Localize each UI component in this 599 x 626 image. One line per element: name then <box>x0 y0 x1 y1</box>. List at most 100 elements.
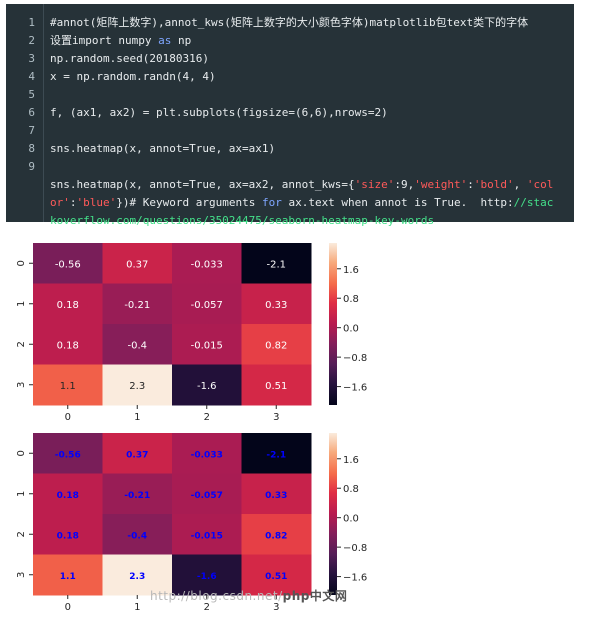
heatmap-cell <box>33 433 103 474</box>
line-number-gutter: 1 2 3 4 5 6 7 8 9 <box>6 4 44 222</box>
colorbar-tick-label: 0.8 <box>343 294 359 305</box>
heatmap-cell <box>102 243 173 284</box>
heatmap-cell <box>102 283 173 325</box>
y-tick-label: 0 <box>16 260 27 266</box>
code-token: 'bold' <box>473 178 514 191</box>
code-token: #annot(矩阵上数字),annot_kws(矩阵上数字的大小颜色字体)mat… <box>50 16 529 29</box>
watermark-text: http://blog.csdn.net/ <box>150 589 283 603</box>
code-token: ax.text when annot is True. http: <box>281 196 514 209</box>
code-line: #annot(矩阵上数字),annot_kws(矩阵上数字的大小颜色字体)mat… <box>50 14 528 32</box>
y-tick-label: 3 <box>16 382 27 388</box>
code-line: np.random.seed(20180316) <box>50 50 209 68</box>
heatmap-cell <box>33 514 103 555</box>
code-token: sns.heatmap(x, annot=True, ax=ax2, annot… <box>50 178 355 191</box>
watermark: http://blog.csdn.net/php中文网 <box>150 587 347 604</box>
heatmap-cell <box>241 514 312 555</box>
code-token: 'col <box>526 178 554 191</box>
code-token: : <box>467 178 474 191</box>
code-line: sns.heatmap(x, annot=True, ax=ax2, annot… <box>50 176 553 194</box>
heatmap-cell <box>241 554 312 596</box>
colorbar <box>329 433 337 595</box>
y-tick-label: 2 <box>16 531 27 537</box>
code-line: 设置import numpy as np <box>50 32 191 50</box>
heatmap-cell <box>33 473 103 515</box>
cell-annotation: 0.82 <box>265 531 287 541</box>
colorbar <box>329 243 337 405</box>
code-line: koverflow.com/questions/35024475/seaborn… <box>50 212 434 230</box>
heatmap-cell <box>241 324 312 365</box>
cell-annotation: 0.18 <box>57 340 79 351</box>
code-line: sns.heatmap(x, annot=True, ax=ax1) <box>50 140 275 158</box>
line-number: 4 <box>28 70 35 83</box>
heatmap-cell <box>172 243 242 284</box>
line-number: 7 <box>28 124 35 137</box>
code-editor[interactable]: 1 2 3 4 5 6 7 8 9 #annot(矩阵上数字),annot_kws(矩阵上数字的… <box>6 4 574 227</box>
code-token: , <box>513 178 527 191</box>
heatmap-2: -0.56 0.37 -0.033 -2.1 0.18 -0.21 -0.057 0.33 0.… <box>16 433 367 613</box>
cell-annotation: -0.057 <box>191 300 223 311</box>
y-tick-label: 1 <box>16 491 27 497</box>
heatmap-cell <box>241 473 312 515</box>
heatmap-cell <box>241 364 312 406</box>
line-number: 3 <box>28 52 35 65</box>
colorbar-tick-label: −1.6 <box>343 573 367 584</box>
heatmap-cell <box>33 243 103 284</box>
line-number: 9 <box>28 160 35 173</box>
y-tick-label: 0 <box>16 450 27 456</box>
code-token: np <box>171 34 192 47</box>
line-number: 6 <box>28 106 35 119</box>
heatmap-cell <box>172 433 242 474</box>
line-number: 8 <box>28 142 35 155</box>
x-tick-label: 2 <box>204 412 210 423</box>
colorbar-tick-label: 0.0 <box>343 324 359 335</box>
heatmap-cell <box>172 514 242 555</box>
cell-annotation: 0.18 <box>57 300 79 311</box>
cell-annotation: -0.015 <box>191 531 223 541</box>
code-line: f, (ax1, ax2) = plt.subplots(figsize=(6,… <box>50 104 388 122</box>
colorbar-tick-label: 1.6 <box>343 455 359 466</box>
cell-annotation: -1.6 <box>197 572 217 582</box>
cell-annotation: 0.18 <box>57 531 79 541</box>
x-tick-label: 0 <box>65 412 71 423</box>
heatmap-cell <box>102 554 173 596</box>
code-token: x = np.random.randn(4, 4) <box>50 70 216 83</box>
y-tick-label: 1 <box>16 301 27 307</box>
code-token: : <box>69 196 77 209</box>
colorbar-tick-label: −0.8 <box>343 353 367 364</box>
heatmap-cell <box>102 433 173 474</box>
code-token: np.random.seed(20180316) <box>50 52 209 65</box>
line-number: 5 <box>28 88 35 101</box>
colorbar-tick-label: −0.8 <box>343 543 367 554</box>
heatmap-cell <box>172 473 242 515</box>
heatmap-cell <box>172 554 242 596</box>
code-token: sns.heatmap(x, annot=True, ax=ax1) <box>50 142 276 155</box>
cell-annotation: 2.3 <box>129 572 145 582</box>
cell-annotation: 0.18 <box>57 491 79 501</box>
watermark-logo: php中文网 <box>282 589 348 603</box>
cell-annotation: -2.1 <box>266 259 286 270</box>
cell-annotation: -0.033 <box>191 259 223 270</box>
heatmap-cell <box>102 514 173 555</box>
code-token: as <box>158 34 172 47</box>
code-token: or' <box>50 196 70 209</box>
code-token: 'blue' <box>76 196 117 209</box>
code-token: for <box>261 196 282 209</box>
code-area[interactable]: #annot(矩阵上数字),annot_kws(矩阵上数字的大小颜色字体)mat… <box>50 4 564 227</box>
cell-annotation: 0.82 <box>265 340 287 351</box>
cell-annotation: 0.37 <box>126 450 148 460</box>
heatmap-cell <box>33 324 103 365</box>
code-token: 'weight' <box>414 178 468 191</box>
cell-annotation: -2.1 <box>266 450 286 460</box>
cell-annotation: 0.33 <box>265 300 287 311</box>
cell-annotation: -1.6 <box>197 381 217 392</box>
heatmap-cell <box>33 364 103 406</box>
y-tick-label: 3 <box>16 572 27 578</box>
cell-annotation: -0.057 <box>191 491 223 501</box>
cell-annotation: 0.51 <box>265 381 287 392</box>
colorbar-tick-label: 1.6 <box>343 265 359 276</box>
heatmap-cell <box>241 433 312 474</box>
line-number: 2 <box>28 34 35 47</box>
cell-annotation: -0.21 <box>124 491 150 501</box>
cell-annotation: -0.56 <box>55 259 81 270</box>
heatmap-cell <box>102 473 173 515</box>
